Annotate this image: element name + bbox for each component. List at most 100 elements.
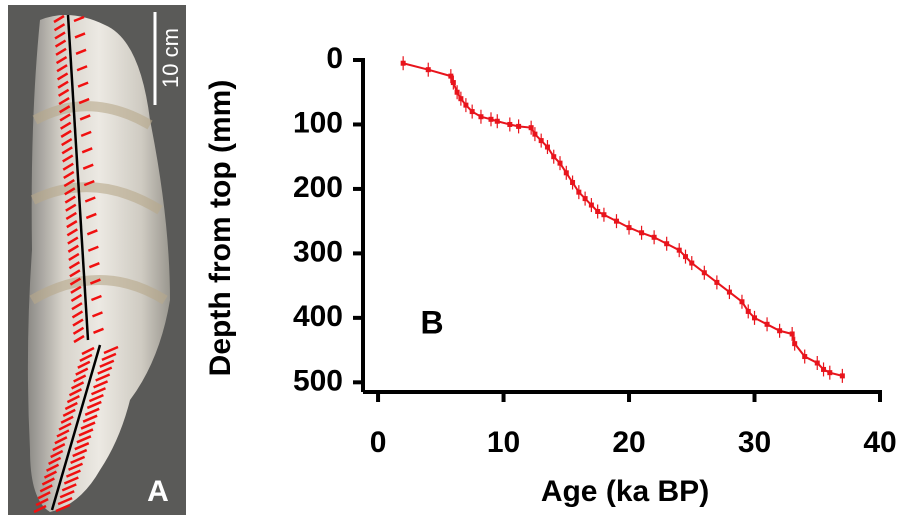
data-point — [595, 204, 601, 219]
data-point — [463, 98, 469, 113]
sample-mark — [54, 39, 67, 48]
data-point — [802, 349, 808, 364]
data-point — [689, 256, 695, 271]
data-line — [402, 62, 843, 377]
sample-mark — [55, 503, 71, 513]
sample-mark — [88, 261, 100, 269]
sample-mark — [70, 285, 82, 294]
sample-mark — [82, 414, 98, 423]
sample-mark — [58, 422, 72, 431]
sample-mark — [97, 366, 113, 375]
sample-mark — [59, 113, 71, 122]
sample-mark — [52, 443, 66, 452]
data-point — [664, 236, 670, 251]
sample-mark — [37, 491, 51, 500]
data-point — [764, 317, 770, 332]
sample-mark — [35, 498, 49, 507]
data-point — [613, 214, 619, 229]
sample-mark — [56, 72, 69, 81]
y-tick-label: 300 — [293, 235, 343, 268]
sampling-track — [50, 344, 102, 511]
sample-mark — [70, 293, 83, 303]
data-point — [551, 149, 557, 164]
sample-mark — [79, 114, 91, 121]
sample-mark — [71, 302, 83, 311]
data-point — [494, 114, 500, 129]
sample-mark — [78, 428, 94, 437]
data-point — [745, 304, 751, 319]
sampling-track — [66, 14, 90, 341]
sample-mark — [65, 203, 77, 212]
data-point — [507, 117, 513, 132]
data-point — [576, 185, 582, 200]
data-point — [469, 104, 475, 119]
sample-mark — [60, 415, 74, 424]
data-point — [528, 120, 534, 135]
data-point — [714, 275, 720, 290]
sample-mark — [80, 130, 92, 138]
sample-mark — [50, 449, 64, 459]
x-tick-label: 0 — [370, 426, 387, 459]
sample-mark — [58, 105, 71, 114]
data-point — [448, 69, 454, 84]
sample-mark — [69, 269, 81, 278]
data-point — [752, 310, 758, 325]
sample-mark — [80, 421, 96, 430]
sample-mark — [64, 187, 76, 196]
scale-label: 10 cm — [158, 28, 183, 88]
sample-mark — [66, 220, 78, 229]
data-point — [450, 75, 456, 90]
sample-mark — [76, 435, 92, 444]
data-point — [601, 207, 607, 222]
sample-mark — [68, 462, 84, 471]
x-axis-label: Age (ka BP) — [541, 475, 709, 508]
sample-mark — [77, 360, 91, 369]
sample-mark — [62, 154, 74, 163]
y-axis-label: Depth from top (mm) — [204, 80, 237, 377]
sample-mark — [55, 47, 67, 56]
sample-mark — [83, 179, 95, 187]
sample-mark — [75, 367, 89, 376]
sample-mark — [72, 448, 88, 458]
sample-mark — [63, 179, 75, 188]
data-point — [570, 175, 576, 190]
sample-mark — [72, 326, 85, 335]
sample-mark — [61, 483, 77, 492]
sample-mark — [65, 469, 81, 478]
data-point — [458, 91, 464, 106]
data-point — [488, 112, 494, 127]
data-point — [676, 243, 682, 258]
sample-mark — [64, 401, 78, 411]
sample-mark — [55, 55, 68, 65]
sample-mark — [33, 504, 47, 514]
sample-mark — [53, 23, 66, 32]
x-tick-label: 20 — [612, 426, 645, 459]
sample-mark — [41, 477, 55, 486]
x-tick-label: 30 — [738, 426, 771, 459]
sample-mark — [84, 196, 96, 203]
data-point — [682, 249, 688, 264]
sample-mark — [68, 252, 80, 262]
sample-mark — [39, 484, 53, 493]
sample-mark — [84, 407, 100, 416]
sample-mark — [89, 278, 101, 285]
sample-mark — [99, 359, 115, 368]
sample-mark — [91, 311, 103, 318]
panel-label: A — [147, 475, 169, 508]
sample-mark — [61, 146, 73, 155]
y-tick-label: 0 — [326, 42, 343, 75]
sample-mark — [56, 64, 68, 73]
sample-mark — [74, 442, 90, 451]
sample-mark — [67, 244, 80, 253]
data-point — [516, 119, 522, 134]
sample-mark — [73, 334, 85, 344]
data-point — [557, 156, 563, 171]
data-point — [626, 220, 632, 235]
y-tick-label: 400 — [293, 300, 343, 333]
sample-mark — [69, 277, 82, 286]
data-point — [777, 323, 783, 338]
sample-mark — [71, 381, 85, 390]
sample-mark — [101, 352, 117, 362]
sample-mark — [86, 400, 102, 410]
